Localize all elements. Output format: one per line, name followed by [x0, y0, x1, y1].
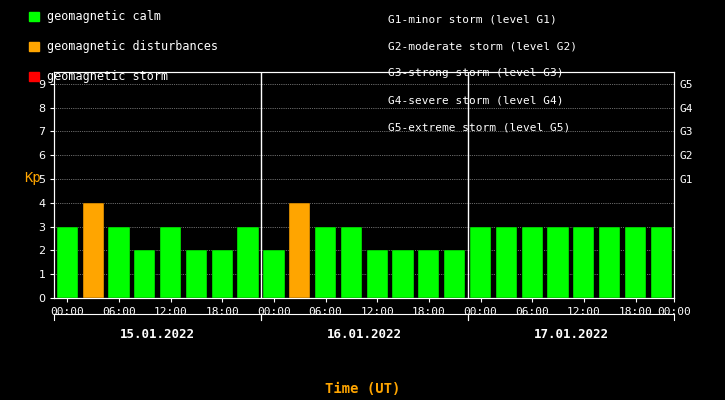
Bar — [521, 227, 543, 298]
Bar — [599, 227, 621, 298]
Bar — [83, 203, 104, 298]
Text: 16.01.2022: 16.01.2022 — [327, 328, 402, 341]
Bar — [470, 227, 491, 298]
Bar — [186, 250, 207, 298]
Bar — [57, 227, 78, 298]
Text: Time (UT): Time (UT) — [325, 382, 400, 396]
Bar — [263, 250, 284, 298]
Y-axis label: Kp: Kp — [25, 171, 41, 185]
Bar — [547, 227, 568, 298]
Text: 15.01.2022: 15.01.2022 — [120, 328, 195, 341]
Bar — [289, 203, 310, 298]
Bar — [160, 227, 181, 298]
Bar — [341, 227, 362, 298]
Bar — [573, 227, 594, 298]
Text: G5-extreme storm (level G5): G5-extreme storm (level G5) — [388, 123, 570, 133]
Bar — [651, 227, 672, 298]
Text: G1-minor storm (level G1): G1-minor storm (level G1) — [388, 14, 557, 24]
Bar — [108, 227, 130, 298]
Bar — [367, 250, 388, 298]
Text: geomagnetic calm: geomagnetic calm — [46, 10, 161, 23]
Text: 17.01.2022: 17.01.2022 — [534, 328, 608, 341]
Bar — [315, 227, 336, 298]
Text: G3-strong storm (level G3): G3-strong storm (level G3) — [388, 68, 563, 78]
Text: geomagnetic disturbances: geomagnetic disturbances — [46, 40, 218, 53]
Bar — [392, 250, 414, 298]
Bar — [496, 227, 517, 298]
Bar — [134, 250, 155, 298]
Bar — [625, 227, 646, 298]
Bar — [238, 227, 259, 298]
Text: geomagnetic storm: geomagnetic storm — [46, 70, 167, 83]
Text: G4-severe storm (level G4): G4-severe storm (level G4) — [388, 96, 563, 106]
Bar — [444, 250, 465, 298]
Bar — [212, 250, 233, 298]
Text: G2-moderate storm (level G2): G2-moderate storm (level G2) — [388, 41, 577, 51]
Bar — [418, 250, 439, 298]
